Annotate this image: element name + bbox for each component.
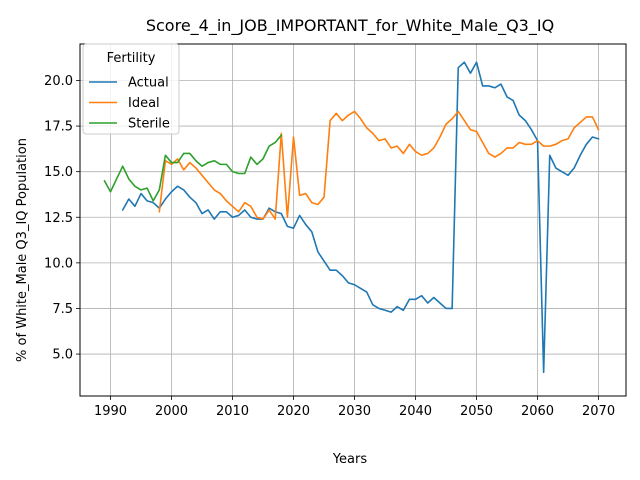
- x-tick-label: 2020: [277, 404, 310, 419]
- y-tick-label: 17.5: [44, 120, 73, 135]
- x-axis-label: Years: [332, 452, 368, 467]
- x-tick-label: 2010: [216, 404, 249, 419]
- chart-title: Score_4_in_JOB_IMPORTANT_for_White_Male_…: [146, 16, 554, 36]
- y-axis-ticks: 5.0 7.5 10.0 12.5 15.0 17.5 20.0: [44, 74, 80, 363]
- plot-frame: [79, 43, 627, 397]
- x-tick-label: 2060: [521, 404, 554, 419]
- x-tick-label: 2000: [155, 404, 188, 419]
- y-tick-label: 5.0: [52, 348, 73, 363]
- y-tick-label: 15.0: [44, 165, 73, 180]
- series-line-actual: [121, 61, 600, 374]
- legend-entries: Actual Ideal Sterile: [89, 76, 170, 132]
- x-tick-label: 1990: [94, 404, 127, 419]
- x-axis-ticks: 1990 2000 2010 2020 2030 2040 2050 2060 2070: [94, 396, 615, 419]
- legend: Fertility Actual Ideal Sterile: [82, 43, 180, 135]
- series-lines: [103, 61, 600, 374]
- y-tick-label: 12.5: [44, 211, 73, 226]
- x-tick-label: 2070: [582, 404, 615, 419]
- x-tick-label: 2050: [460, 404, 493, 419]
- series-line-sterile: [103, 134, 283, 202]
- x-tick-label: 2040: [399, 404, 432, 419]
- legend-title: Fertility: [107, 51, 156, 66]
- legend-label-actual: Actual: [128, 76, 169, 91]
- y-axis-label: % of White_Male Q3_IQ Population: [15, 138, 30, 362]
- y-tick-label: 7.5: [52, 302, 73, 317]
- x-tick-label: 2030: [338, 404, 371, 419]
- legend-label-ideal: Ideal: [128, 96, 160, 111]
- series-line-ideal: [158, 110, 600, 220]
- legend-label-sterile: Sterile: [128, 117, 170, 132]
- grid: [80, 44, 626, 396]
- y-tick-label: 10.0: [44, 256, 73, 271]
- y-tick-label: 20.0: [44, 74, 73, 89]
- legend-box: [82, 43, 180, 135]
